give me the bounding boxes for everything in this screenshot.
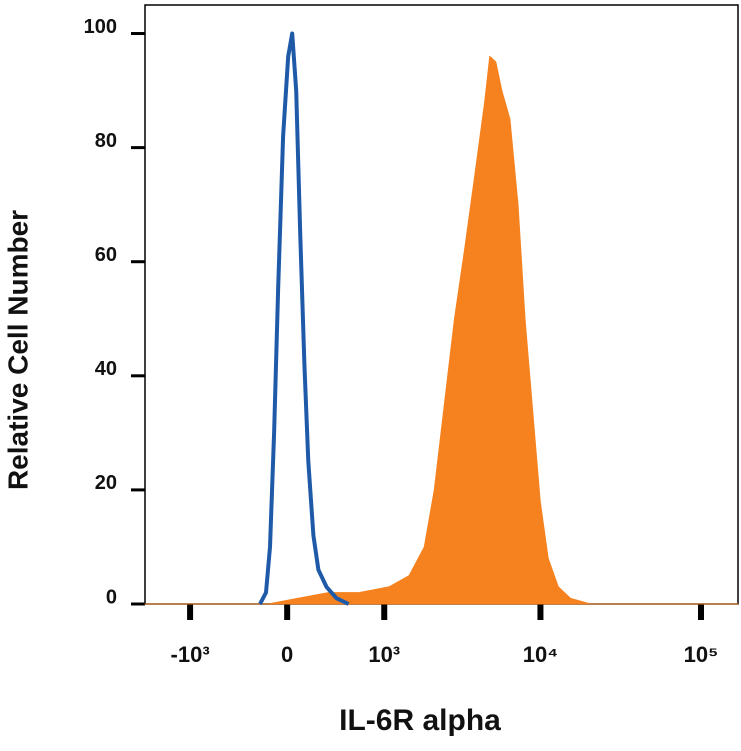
histogram-area — [144, 55, 739, 605]
x-tick-label: 10⁵ — [684, 642, 719, 667]
x-tick-label: 0 — [281, 642, 293, 667]
x-axis-title: IL-6R alpha — [339, 704, 501, 737]
y-tick-label: 20 — [95, 472, 117, 494]
x-tick-label: -10³ — [171, 642, 210, 667]
histogram-line — [258, 31, 350, 606]
y-tick-label: 80 — [95, 130, 117, 152]
y-tick-label: 60 — [95, 244, 117, 266]
y-axis-title: Relative Cell Number — [2, 210, 33, 490]
x-tick-label: 10³ — [368, 642, 400, 667]
y-tick-label: 100 — [84, 16, 117, 38]
y-tick-label: 40 — [95, 358, 117, 380]
x-tick-label: 10⁴ — [523, 642, 558, 667]
y-tick-label: 0 — [106, 586, 117, 608]
